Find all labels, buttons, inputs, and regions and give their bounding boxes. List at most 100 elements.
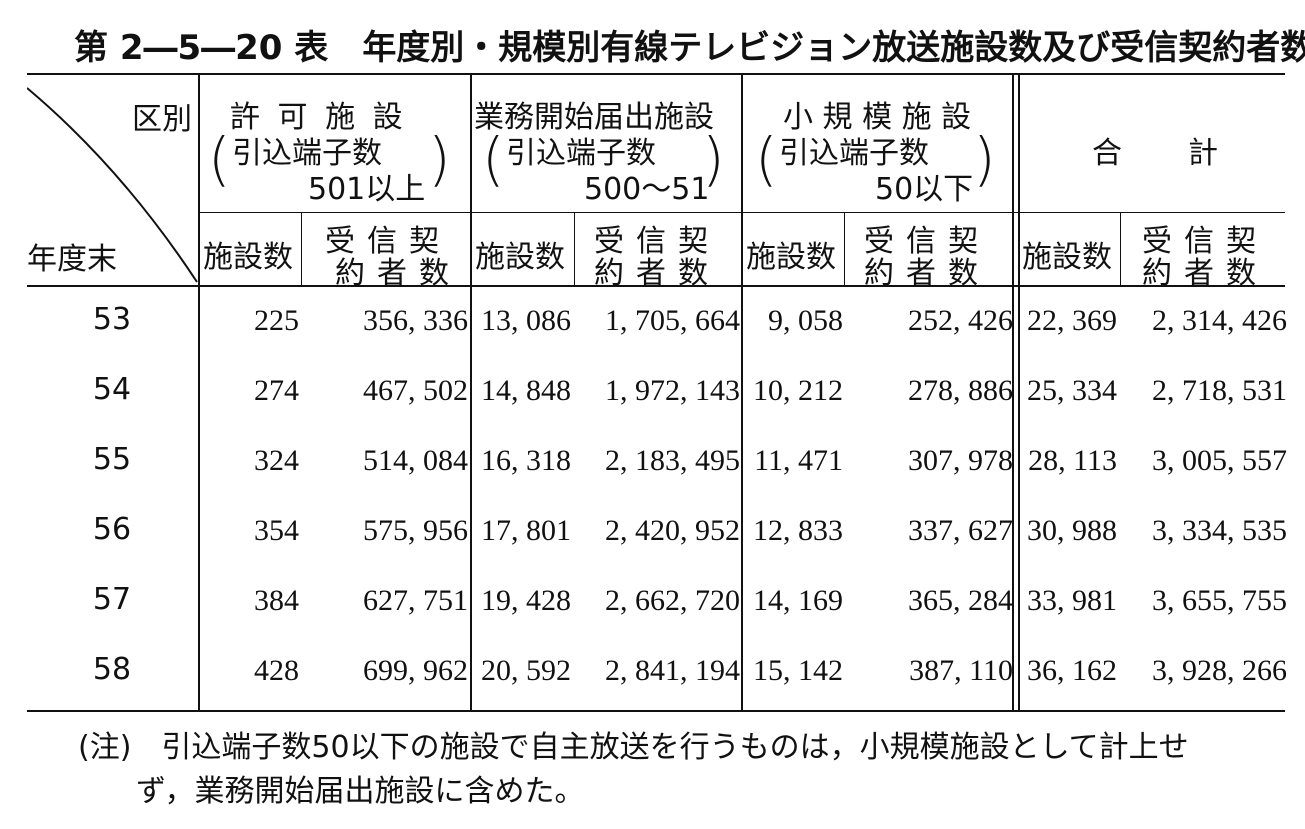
table-cell: 2, 718, 531 (1152, 374, 1287, 407)
subheader-contracts-top: 受信契 (594, 224, 720, 259)
table-cell: 575, 956 (363, 514, 468, 547)
subheader-total-contracts: 受信契 約者数 (1122, 214, 1285, 291)
subheader-total-facilities: 施設数 (1020, 214, 1120, 284)
subheader-notified-contracts: 受信契 約者数 (576, 214, 741, 291)
table-cell: 699, 962 (363, 654, 468, 687)
table-cell: 2, 841, 194 (605, 654, 740, 687)
bottom-rule (27, 710, 1285, 712)
table-cell: 22, 369 (1027, 304, 1117, 337)
group-small-paren-close: ) (973, 125, 996, 193)
row-year: 57 (92, 582, 132, 617)
table-cell: 9, 058 (768, 304, 843, 337)
row-year: 56 (92, 512, 132, 547)
col-divider-0 (198, 75, 200, 710)
table-cell: 3, 655, 755 (1152, 584, 1287, 617)
group-notified-name: 業務開始届出施設 (474, 100, 714, 135)
row-year: 53 (92, 302, 132, 337)
table-cell: 365, 284 (908, 584, 1013, 617)
table-cell: 467, 502 (363, 374, 468, 407)
group-licensed: 許 可 施 設 ( 引込端子数 501以上 ) (200, 80, 470, 212)
table-cell: 337, 627 (908, 514, 1013, 547)
table-cell: 274 (254, 374, 299, 407)
subheader-contracts-top: 受信契 (864, 224, 990, 259)
row-year: 54 (92, 372, 132, 407)
table-cell: 13, 086 (481, 304, 571, 337)
subheader-contracts-bottom: 約者数 (594, 256, 720, 291)
table-cell: 252, 426 (908, 304, 1013, 337)
table-cell: 3, 005, 557 (1152, 444, 1287, 477)
table-cell: 278, 886 (908, 374, 1013, 407)
table-cell: 17, 801 (481, 514, 571, 547)
table-cell: 1, 705, 664 (605, 304, 740, 337)
subheader-facilities-label: 施設数 (475, 240, 565, 275)
col-divider-3b (1018, 75, 1020, 710)
subheader-contracts-top: 受信契 (325, 224, 451, 259)
corner-cell: 区別 年度末 (27, 78, 199, 284)
table-cell: 16, 318 (481, 444, 571, 477)
header-bottom-rule (27, 285, 1285, 287)
table-title: 第 2―5―20 表年度別・規模別有線テレビジョン放送施設数及び受信契約者数 (74, 20, 1305, 69)
col-divider-1 (470, 75, 472, 710)
table-cell: 25, 334 (1027, 374, 1117, 407)
subheader-facilities-label: 施設数 (203, 240, 293, 275)
group-notified-sub1: 引込端子数 (506, 136, 656, 171)
row-year: 55 (92, 442, 132, 477)
corner-row-label: 区別 (132, 102, 192, 137)
col-divider-2 (741, 75, 743, 710)
sub-divider-1 (301, 213, 302, 285)
group-small: 小 規 模 施 設 ( 引込端子数 50以下 ) (743, 80, 1012, 212)
footnote-line-2: ず，業務開始届出施設に含めた。 (136, 774, 585, 809)
subheader-small-contracts: 受信契 約者数 (846, 214, 1012, 291)
table-number: 第 2―5―20 表 (74, 28, 329, 68)
table-cell: 428 (254, 654, 299, 687)
table-cell: 356, 336 (363, 304, 468, 337)
group-small-sub2: 50以下 (875, 172, 974, 207)
subheader-facilities-label: 施設数 (746, 240, 836, 275)
table-cell: 12, 833 (753, 514, 843, 547)
table-cell: 1, 972, 143 (605, 374, 740, 407)
table-cell: 10, 212 (753, 374, 843, 407)
group-licensed-paren-open: ( (208, 125, 231, 193)
table-cell: 354 (254, 514, 299, 547)
table-cell: 2, 314, 426 (1152, 304, 1287, 337)
table-cell: 307, 978 (908, 444, 1013, 477)
corner-col-label: 年度末 (27, 242, 117, 277)
top-rule (27, 73, 1285, 75)
group-total: 合 計 (1020, 80, 1285, 212)
table-cell: 514, 084 (363, 444, 468, 477)
subheader-notified-facilities: 施設数 (473, 214, 574, 284)
table-cell: 33, 981 (1027, 584, 1117, 617)
table-cell: 30, 988 (1027, 514, 1117, 547)
footnote-line-1: (注) 引込端子数50以下の施設で自主放送を行うものは，小規模施設として計上せ (78, 730, 1189, 765)
table-cell: 20, 592 (481, 654, 571, 687)
sub-divider-3 (844, 213, 845, 285)
subheader-contracts-bottom: 約者数 (335, 256, 461, 291)
row-year: 58 (92, 652, 132, 687)
group-small-name: 小 規 模 施 設 (783, 100, 972, 135)
group-total-name: 合 計 (1092, 136, 1220, 171)
table-cell: 3, 928, 266 (1152, 654, 1287, 687)
corner-diagonal (27, 87, 198, 283)
table-cell: 2, 662, 720 (605, 584, 740, 617)
sub-divider-4 (1120, 213, 1121, 285)
subheader-facilities-label: 施設数 (1022, 240, 1112, 275)
group-licensed-paren-close: ) (428, 125, 451, 193)
table-cell: 384 (254, 584, 299, 617)
subheader-contracts-bottom: 約者数 (1142, 256, 1268, 291)
group-licensed-name: 許 可 施 設 (230, 100, 407, 135)
group-notified: 業務開始届出施設 ( 引込端子数 500～51 ) (472, 80, 741, 212)
table-cell: 2, 183, 495 (605, 444, 740, 477)
subheader-contracts-bottom: 約者数 (864, 256, 990, 291)
col-divider-3a (1012, 75, 1014, 710)
table-cell: 19, 428 (481, 584, 571, 617)
table-cell: 3, 334, 535 (1152, 514, 1287, 547)
subheader-licensed-contracts: 受信契 約者数 (303, 214, 470, 291)
table-cell: 11, 471 (754, 444, 843, 477)
table-cell: 15, 142 (753, 654, 843, 687)
table-cell: 28, 113 (1028, 444, 1117, 477)
table-cell: 627, 751 (363, 584, 468, 617)
table-cell: 14, 169 (753, 584, 843, 617)
table-cell: 36, 162 (1027, 654, 1117, 687)
group-notified-paren-close: ) (702, 125, 725, 193)
subheader-licensed-facilities: 施設数 (201, 214, 301, 284)
